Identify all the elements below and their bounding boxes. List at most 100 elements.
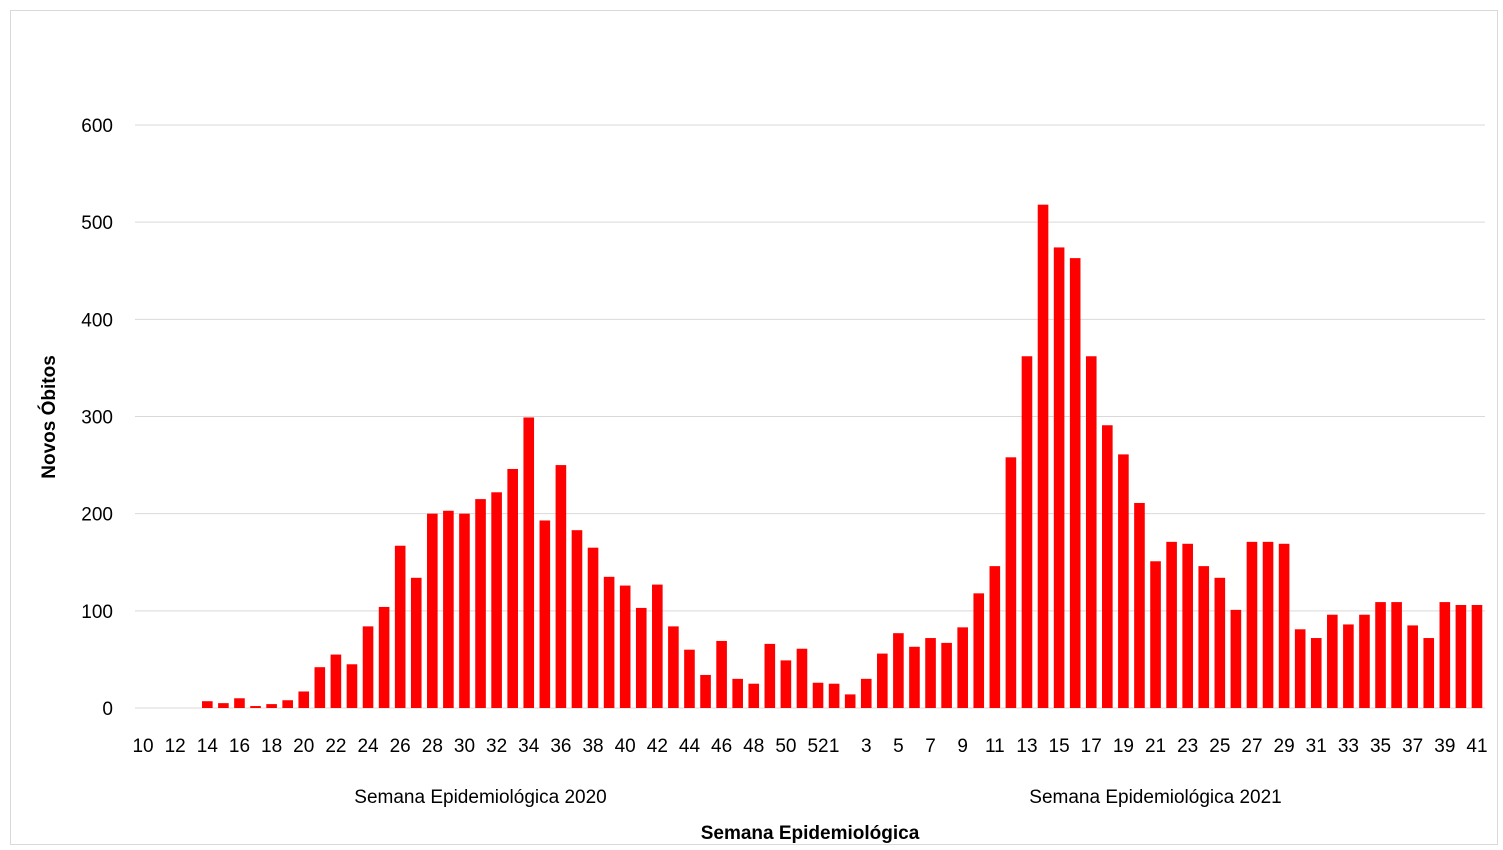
x-tick-label: 32 xyxy=(486,736,507,757)
x-tick-label: 14 xyxy=(197,736,219,757)
x-tick-label: 15 xyxy=(1049,736,1070,757)
x-tick-label: 1 xyxy=(829,736,840,757)
bar xyxy=(1391,602,1402,708)
bar xyxy=(1423,638,1435,708)
bar xyxy=(893,633,904,708)
bar xyxy=(1359,614,1370,708)
bar xyxy=(539,520,551,708)
x-tick-label: 21 xyxy=(1145,736,1166,757)
bar xyxy=(410,577,422,708)
bar xyxy=(1085,356,1097,708)
bar xyxy=(1455,605,1467,708)
x-tick-label: 26 xyxy=(390,736,411,757)
x-tick-label: 27 xyxy=(1241,736,1262,757)
bar xyxy=(877,653,888,708)
x-tick-label: 34 xyxy=(518,736,540,757)
bar xyxy=(989,566,1001,708)
x-tick-label: 36 xyxy=(550,736,571,757)
y-tick-label: 400 xyxy=(81,310,113,331)
bar xyxy=(1102,425,1113,708)
bar xyxy=(394,545,406,708)
bar xyxy=(1471,605,1483,708)
bar xyxy=(941,642,952,708)
x-tick-label: 12 xyxy=(165,736,186,757)
x-tick-label: 9 xyxy=(957,736,968,757)
bar xyxy=(443,510,454,708)
bar xyxy=(619,585,631,708)
y-tick-label: 300 xyxy=(81,408,113,429)
x-tick-label: 44 xyxy=(679,736,701,757)
bar xyxy=(282,700,293,708)
bar xyxy=(1118,454,1129,708)
bar xyxy=(234,698,245,708)
bar xyxy=(378,606,390,708)
bar xyxy=(459,513,470,708)
x-group-labels: Semana Epidemiológica 2020 Semana Epidemi… xyxy=(354,787,1281,808)
x-tick-label: 3 xyxy=(861,736,872,757)
x-tick-label: 42 xyxy=(647,736,668,757)
bar xyxy=(1214,577,1226,708)
x-tick-label: 40 xyxy=(615,736,636,757)
bar xyxy=(1150,561,1161,708)
y-tick-labels: 0 100 200 300 400 500 600 xyxy=(81,116,113,720)
bar xyxy=(1375,602,1386,708)
bar xyxy=(828,683,840,708)
bar xyxy=(812,682,824,708)
bar xyxy=(909,646,920,708)
bar xyxy=(266,704,277,708)
y-tick-label: 0 xyxy=(102,699,113,720)
bar xyxy=(1005,457,1017,708)
bar xyxy=(507,468,518,708)
gridlines xyxy=(135,124,1485,709)
bar xyxy=(1310,638,1322,708)
bar xyxy=(346,664,358,708)
x-tick-label: 38 xyxy=(582,736,603,757)
x-tick-labels: 10 12 14 16 18 20 22 24 26 28 30 32 34 36 38 40 42 44 46 48… xyxy=(132,736,1487,757)
x-tick-label: 46 xyxy=(711,736,732,757)
x-tick-label: 52 xyxy=(807,736,828,757)
bar xyxy=(684,649,695,708)
x-tick-label: 23 xyxy=(1177,736,1198,757)
x-tick-label: 30 xyxy=(454,736,475,757)
bar xyxy=(202,701,213,708)
bar xyxy=(1343,624,1354,708)
x-tick-label: 17 xyxy=(1081,736,1102,757)
x-group-label: Semana Epidemiológica 2021 xyxy=(1029,787,1281,808)
bar xyxy=(860,678,872,708)
bar xyxy=(1198,566,1210,708)
bar xyxy=(780,660,792,708)
y-tick-label: 500 xyxy=(81,213,113,234)
bar xyxy=(925,638,936,708)
bar xyxy=(652,584,663,708)
x-tick-label: 28 xyxy=(422,736,443,757)
bar xyxy=(764,643,776,708)
bars xyxy=(202,204,1483,708)
x-tick-label: 37 xyxy=(1402,736,1423,757)
bar xyxy=(635,607,647,708)
bar xyxy=(571,530,583,708)
y-tick-label: 600 xyxy=(81,116,113,137)
bar xyxy=(973,593,985,708)
bar xyxy=(957,627,968,708)
bar xyxy=(603,576,615,708)
bar xyxy=(1230,609,1242,708)
bar xyxy=(523,417,535,708)
y-tick-label: 200 xyxy=(81,505,113,526)
bar xyxy=(844,694,856,708)
bar xyxy=(250,706,261,708)
x-tick-label: 22 xyxy=(325,736,346,757)
bar xyxy=(668,626,679,708)
x-tick-label: 48 xyxy=(743,736,764,757)
x-tick-label: 10 xyxy=(132,736,153,757)
bar xyxy=(427,513,438,708)
bar xyxy=(362,626,374,708)
bar xyxy=(1294,629,1306,708)
x-tick-label: 11 xyxy=(985,736,1005,757)
x-tick-label: 29 xyxy=(1274,736,1295,757)
x-tick-label: 16 xyxy=(229,736,250,757)
bar xyxy=(555,465,567,708)
x-tick-label: 7 xyxy=(925,736,936,757)
x-group-label: Semana Epidemiológica 2020 xyxy=(354,787,606,808)
bar xyxy=(1407,625,1418,708)
bar xyxy=(298,691,310,708)
